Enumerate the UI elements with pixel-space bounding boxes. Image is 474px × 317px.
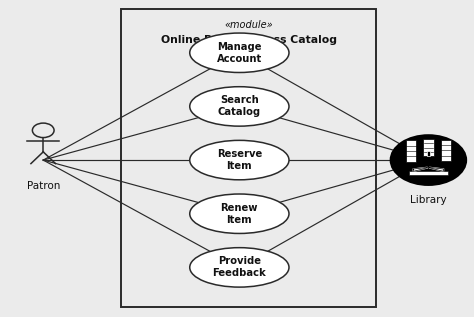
Text: Provide
Feedback: Provide Feedback (212, 256, 266, 278)
Polygon shape (429, 167, 444, 171)
Text: Online Public Access Catalog: Online Public Access Catalog (161, 36, 337, 45)
Ellipse shape (190, 87, 289, 126)
Ellipse shape (190, 194, 289, 233)
Text: Renew
Item: Renew Item (220, 203, 258, 225)
Bar (409, 171, 448, 175)
Polygon shape (413, 167, 428, 171)
Text: Reserve
Item: Reserve Item (217, 149, 262, 171)
Ellipse shape (190, 33, 289, 73)
Bar (423, 139, 434, 156)
Ellipse shape (190, 248, 289, 287)
Bar (441, 140, 451, 161)
Ellipse shape (190, 140, 289, 180)
Bar (427, 151, 430, 156)
Bar (121, 9, 376, 307)
Text: Manage
Account: Manage Account (217, 42, 262, 64)
Text: Search
Catalog: Search Catalog (218, 95, 261, 117)
Text: «module»: «module» (225, 20, 273, 29)
Bar (406, 140, 416, 162)
Circle shape (390, 134, 467, 186)
Text: Library: Library (410, 195, 447, 205)
Text: Patron: Patron (27, 181, 60, 191)
